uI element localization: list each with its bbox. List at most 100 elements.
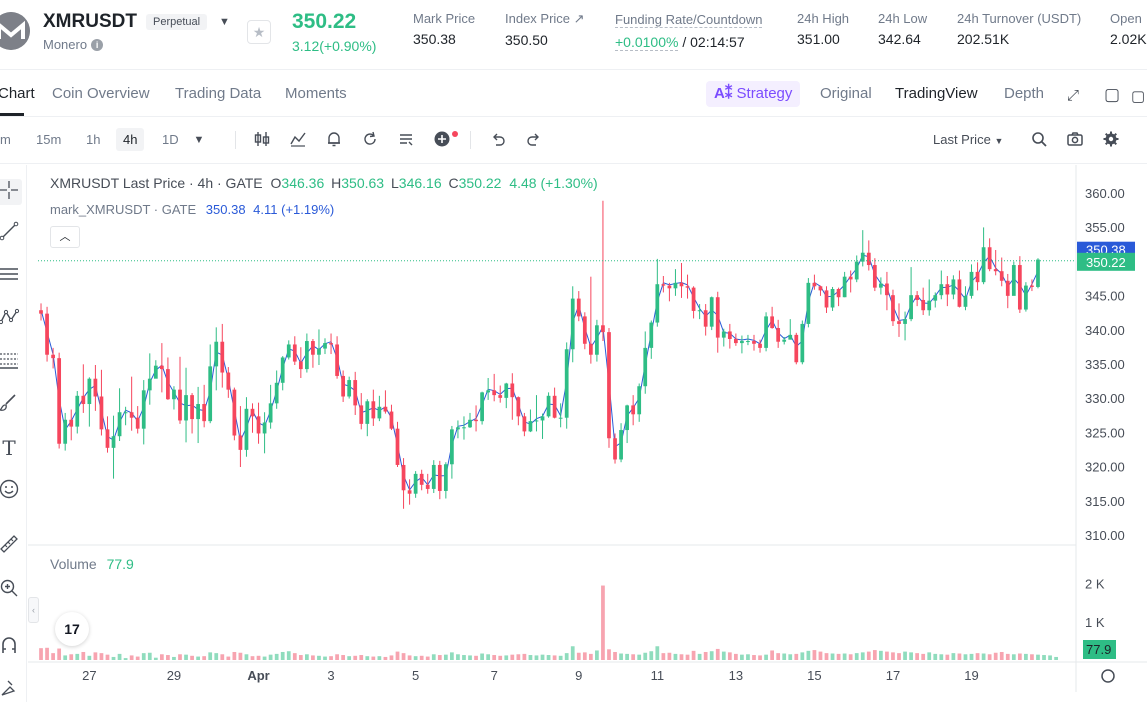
stat-funding-rate[interactable]: Funding Rate/Countdown +0.0100% / 02:14:…	[615, 11, 763, 51]
redo-icon[interactable]	[524, 130, 544, 150]
volume-bar	[178, 654, 182, 660]
more-icon[interactable]: ▢	[1131, 88, 1146, 105]
last-price-tag	[1077, 252, 1135, 271]
text-tool-icon[interactable]: T	[2, 436, 16, 460]
candle-body	[383, 406, 388, 412]
time-tick-label: 19	[964, 668, 978, 683]
candle-body	[661, 284, 666, 286]
timeframe-1d[interactable]: 1D	[162, 132, 179, 147]
time-tick-label: 29	[167, 668, 181, 683]
horizontal-lines-icon[interactable]	[0, 263, 22, 289]
timeframe-1m[interactable]: m	[0, 132, 11, 147]
candle-body	[238, 435, 243, 450]
candle-type-icon[interactable]	[252, 130, 272, 150]
volume-bar	[655, 646, 660, 660]
tab-moments[interactable]: Moments	[285, 85, 347, 102]
timeframe-15m[interactable]: 15m	[36, 132, 62, 147]
volume-bar	[703, 651, 708, 660]
price-type-select[interactable]: Last Price ▼	[933, 132, 1003, 147]
volume-bar	[69, 654, 74, 660]
magnet-icon[interactable]	[0, 635, 22, 661]
indicators-icon[interactable]	[288, 130, 308, 150]
panel-collapse-handle[interactable]: ‹	[28, 597, 39, 623]
active-tab-indicator	[0, 113, 24, 116]
view-original[interactable]: Original	[820, 85, 872, 102]
trend-line-icon[interactable]	[0, 220, 22, 246]
volume-bar	[649, 651, 654, 660]
volume-tick-label: 1 K	[1085, 615, 1105, 630]
add-plus-icon[interactable]	[432, 130, 452, 150]
zoom-in-icon[interactable]	[0, 577, 22, 603]
volume-bar	[601, 585, 605, 660]
candle-body	[341, 375, 346, 397]
candle-body	[933, 295, 938, 301]
timeframe-1h[interactable]: 1h	[86, 132, 101, 147]
tab-coin-overview[interactable]: Coin Overview	[52, 85, 150, 102]
chart-area[interactable]: 360.00355.00350.00345.00340.00335.00330.…	[28, 165, 1147, 692]
volume-bar	[776, 653, 781, 660]
symbol-title[interactable]: XMRUSDT	[43, 11, 137, 32]
price-chart-svg[interactable]: 360.00355.00350.00345.00340.00335.00330.…	[28, 165, 1147, 692]
emoji-icon[interactable]	[0, 478, 22, 504]
time-tick-label: 7	[491, 668, 498, 683]
price-tick-label: 330.00	[1085, 391, 1125, 406]
volume-bar	[806, 650, 811, 660]
alert-bell-icon[interactable]	[324, 130, 344, 150]
stat-label: Index Price ↗	[505, 11, 585, 26]
search-icon[interactable]	[1029, 130, 1049, 150]
candle-body	[389, 411, 394, 429]
fullscreen-icon[interactable]: ⤢	[1067, 87, 1080, 104]
candle-body	[836, 289, 841, 298]
view-tradingview[interactable]: TradingView	[895, 85, 978, 102]
timeframe-4h[interactable]: 4h	[116, 128, 145, 151]
fib-retracement-icon[interactable]	[0, 349, 22, 375]
stat-index-price[interactable]: Index Price ↗ 350.50	[505, 11, 585, 48]
candle-body	[57, 358, 62, 444]
brush-icon[interactable]	[0, 392, 22, 418]
favorite-star-button[interactable]: ★	[247, 20, 271, 44]
window-toggle-icon[interactable]: ▢	[1104, 85, 1121, 104]
strategy-button[interactable]: A⁑ Strategy	[706, 81, 801, 107]
candle-body	[178, 389, 182, 421]
info-icon[interactable]: i	[91, 39, 104, 51]
volume-bar	[256, 655, 261, 660]
candle-body	[111, 436, 116, 448]
price-change: 3.12(+0.90%)	[292, 38, 377, 54]
stat-mark-price: Mark Price 350.38	[413, 11, 475, 47]
template-icon[interactable]	[396, 130, 416, 150]
candle-body	[311, 341, 315, 355]
replay-icon[interactable]	[360, 130, 380, 150]
volume-bar	[147, 652, 152, 660]
timeframe-dropdown-icon[interactable]: ▼	[193, 134, 205, 146]
candle-body	[927, 300, 932, 311]
pattern-icon[interactable]	[0, 306, 22, 332]
candle-body	[105, 429, 110, 448]
volume-bar	[492, 655, 497, 660]
undo-icon[interactable]	[488, 130, 508, 150]
volume-bar	[81, 651, 86, 660]
volume-bar	[733, 653, 738, 660]
tab-trading-data[interactable]: Trading Data	[175, 85, 262, 102]
settings-gear-icon[interactable]	[1101, 130, 1121, 150]
candle-body	[601, 325, 605, 333]
tradingview-logo-icon[interactable]: 17	[55, 612, 89, 646]
ruler-icon[interactable]	[0, 533, 22, 559]
volume-bar	[933, 653, 938, 660]
candle-body	[697, 310, 702, 312]
candle-body	[123, 412, 128, 414]
candle-body	[588, 343, 593, 355]
camera-icon[interactable]	[1065, 130, 1085, 150]
candle-body	[486, 390, 491, 393]
volume-bar	[341, 655, 346, 660]
crosshair-icon[interactable]	[0, 179, 22, 205]
tab-chart[interactable]: Chart	[0, 85, 35, 102]
volume-bar	[999, 651, 1004, 660]
symbol-dropdown-icon[interactable]: ▼	[219, 16, 230, 28]
lock-drawing-icon[interactable]	[0, 675, 22, 701]
volume-bar	[323, 656, 327, 660]
collapse-legend-button[interactable]: ︿	[50, 226, 80, 248]
candle-body	[631, 405, 636, 415]
axis-settings-icon[interactable]	[1101, 669, 1115, 683]
ai-icon: A⁑	[714, 85, 733, 102]
view-depth[interactable]: Depth	[1004, 85, 1045, 102]
